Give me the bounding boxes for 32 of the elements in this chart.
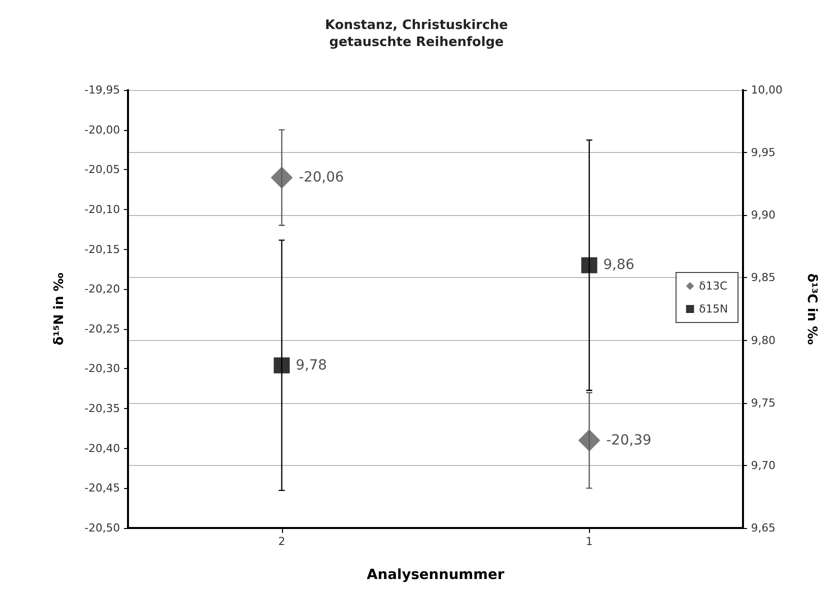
legend-label: δ15N: [699, 302, 728, 316]
chart-title: Konstanz, Christuskirche getauschte Reihenfolge: [325, 18, 508, 50]
y-tick-label: -20,15: [84, 242, 120, 256]
legend-label: δ13C: [699, 280, 728, 292]
x-tick-label: 1: [586, 535, 593, 548]
y2-axis-title: δ¹³C in ‰: [804, 273, 819, 345]
y2-tick-label: 9,75: [751, 396, 776, 410]
y2-tick-label: 9,95: [751, 146, 776, 160]
data-label: 9,86: [603, 257, 635, 274]
y-tick-label: -20,25: [84, 322, 120, 336]
data-label: -20,06: [298, 170, 344, 186]
y-tick-label: -20,20: [84, 282, 120, 296]
y-tick-label: -20,30: [84, 362, 120, 376]
y-tick-label: -20,10: [84, 202, 120, 216]
y-axis-title: δ¹⁵N in ‰: [52, 272, 67, 346]
y2-tick-label: 9,90: [751, 208, 776, 222]
y-tick-label: -19,95: [84, 84, 120, 96]
y2-tick-label: 9,65: [751, 522, 776, 534]
y2-tick-label: 10,00: [751, 84, 782, 96]
x-tick-label: 2: [278, 535, 286, 548]
y-tick-label: -20,35: [84, 402, 120, 416]
y2-tick-label: 9,70: [751, 458, 776, 472]
y-tick-label: -20,50: [84, 522, 120, 534]
y2-tick-label: 9,80: [751, 334, 776, 347]
y-tick-label: -20,40: [84, 442, 120, 455]
y-tick-label: -20,05: [84, 163, 120, 176]
data-label: 9,78: [296, 357, 327, 374]
y2-tick-label: 9,85: [751, 271, 776, 284]
y-tick-label: -20,00: [84, 123, 120, 136]
data-label: -20,39: [606, 432, 652, 448]
x-axis-title: Analysennummer: [366, 567, 504, 583]
y-tick-label: -20,45: [84, 482, 120, 495]
